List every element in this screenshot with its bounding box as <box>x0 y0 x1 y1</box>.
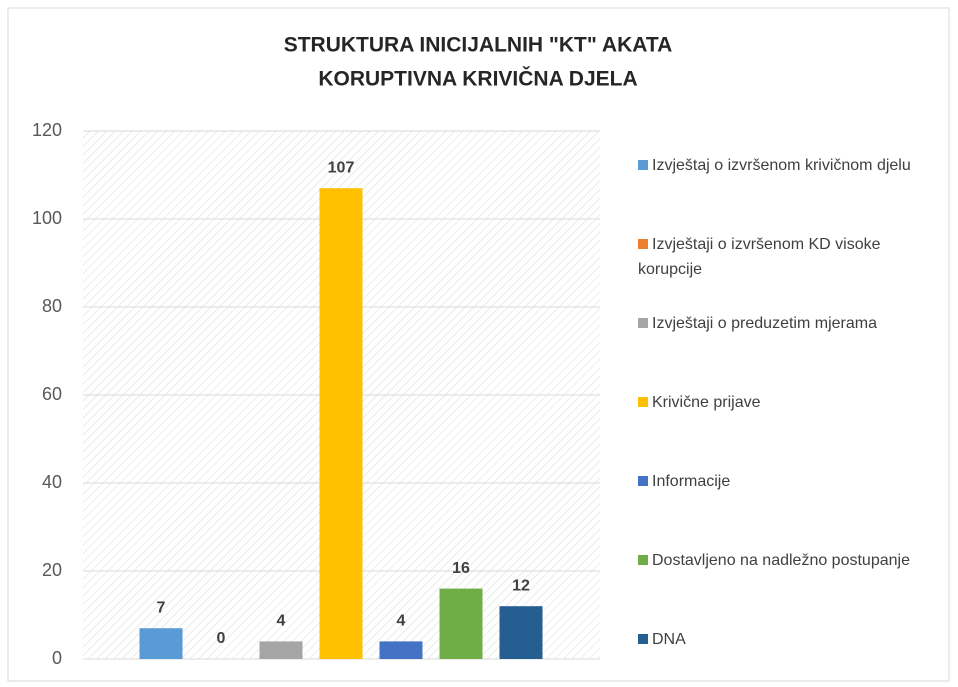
chart-subtitle: KORUPTIVNA KRIVIČNA DJELA <box>318 67 637 91</box>
y-tick-label: 60 <box>42 384 62 404</box>
legend-label: Izvještaj o izvršenom krivičnom djelu <box>652 157 911 174</box>
legend-item: Informacije <box>638 469 948 494</box>
bar <box>319 188 363 659</box>
legend-marker <box>638 160 648 170</box>
data-label: 4 <box>397 613 406 630</box>
legend-marker <box>638 318 648 328</box>
legend-marker <box>638 476 648 486</box>
y-tick-label: 80 <box>42 296 62 316</box>
y-tick-label: 20 <box>42 560 62 580</box>
legend-label: Izvještaji o preduzetim mjerama <box>652 315 877 332</box>
legend-item: DNA <box>638 627 948 652</box>
y-tick-label: 120 <box>32 120 62 140</box>
bar <box>499 606 543 659</box>
legend-marker <box>638 634 648 644</box>
chart-title: STRUKTURA INICIJALNIH "KT" AKATA <box>284 34 673 57</box>
legend-item: Krivične prijave <box>638 390 948 415</box>
data-label: 0 <box>217 630 226 647</box>
legend-label: DNA <box>652 631 686 648</box>
bar <box>439 588 483 659</box>
legend-item: Dostavljeno na nadležno postupanje <box>638 548 948 573</box>
y-tick-label: 100 <box>32 208 62 228</box>
bar <box>139 628 183 659</box>
legend-label: Dostavljeno na nadležno postupanje <box>652 552 910 569</box>
legend-marker <box>638 555 648 565</box>
y-tick-label: 40 <box>42 472 62 492</box>
legend-item: Izvještaj o izvršenom krivičnom djelu <box>638 153 948 178</box>
legend-item: Izvještaji o preduzetim mjerama <box>638 311 948 336</box>
legend-label: Krivične prijave <box>652 394 761 411</box>
legend-marker <box>638 239 648 249</box>
data-label: 12 <box>512 577 530 594</box>
legend-label: Izvještaji o izvršenom KD visoke korupci… <box>638 236 881 278</box>
data-label: 7 <box>157 599 166 616</box>
data-label: 4 <box>277 613 286 630</box>
legend-item: Izvještaji o izvršenom KD visoke korupci… <box>638 232 948 282</box>
legend-marker <box>638 397 648 407</box>
data-label: 16 <box>452 560 470 577</box>
bar <box>379 641 423 659</box>
data-label: 107 <box>328 159 355 176</box>
chart-border <box>7 7 950 682</box>
bar <box>259 641 303 659</box>
legend-label: Informacije <box>652 473 731 490</box>
y-tick-label: 0 <box>52 648 62 668</box>
